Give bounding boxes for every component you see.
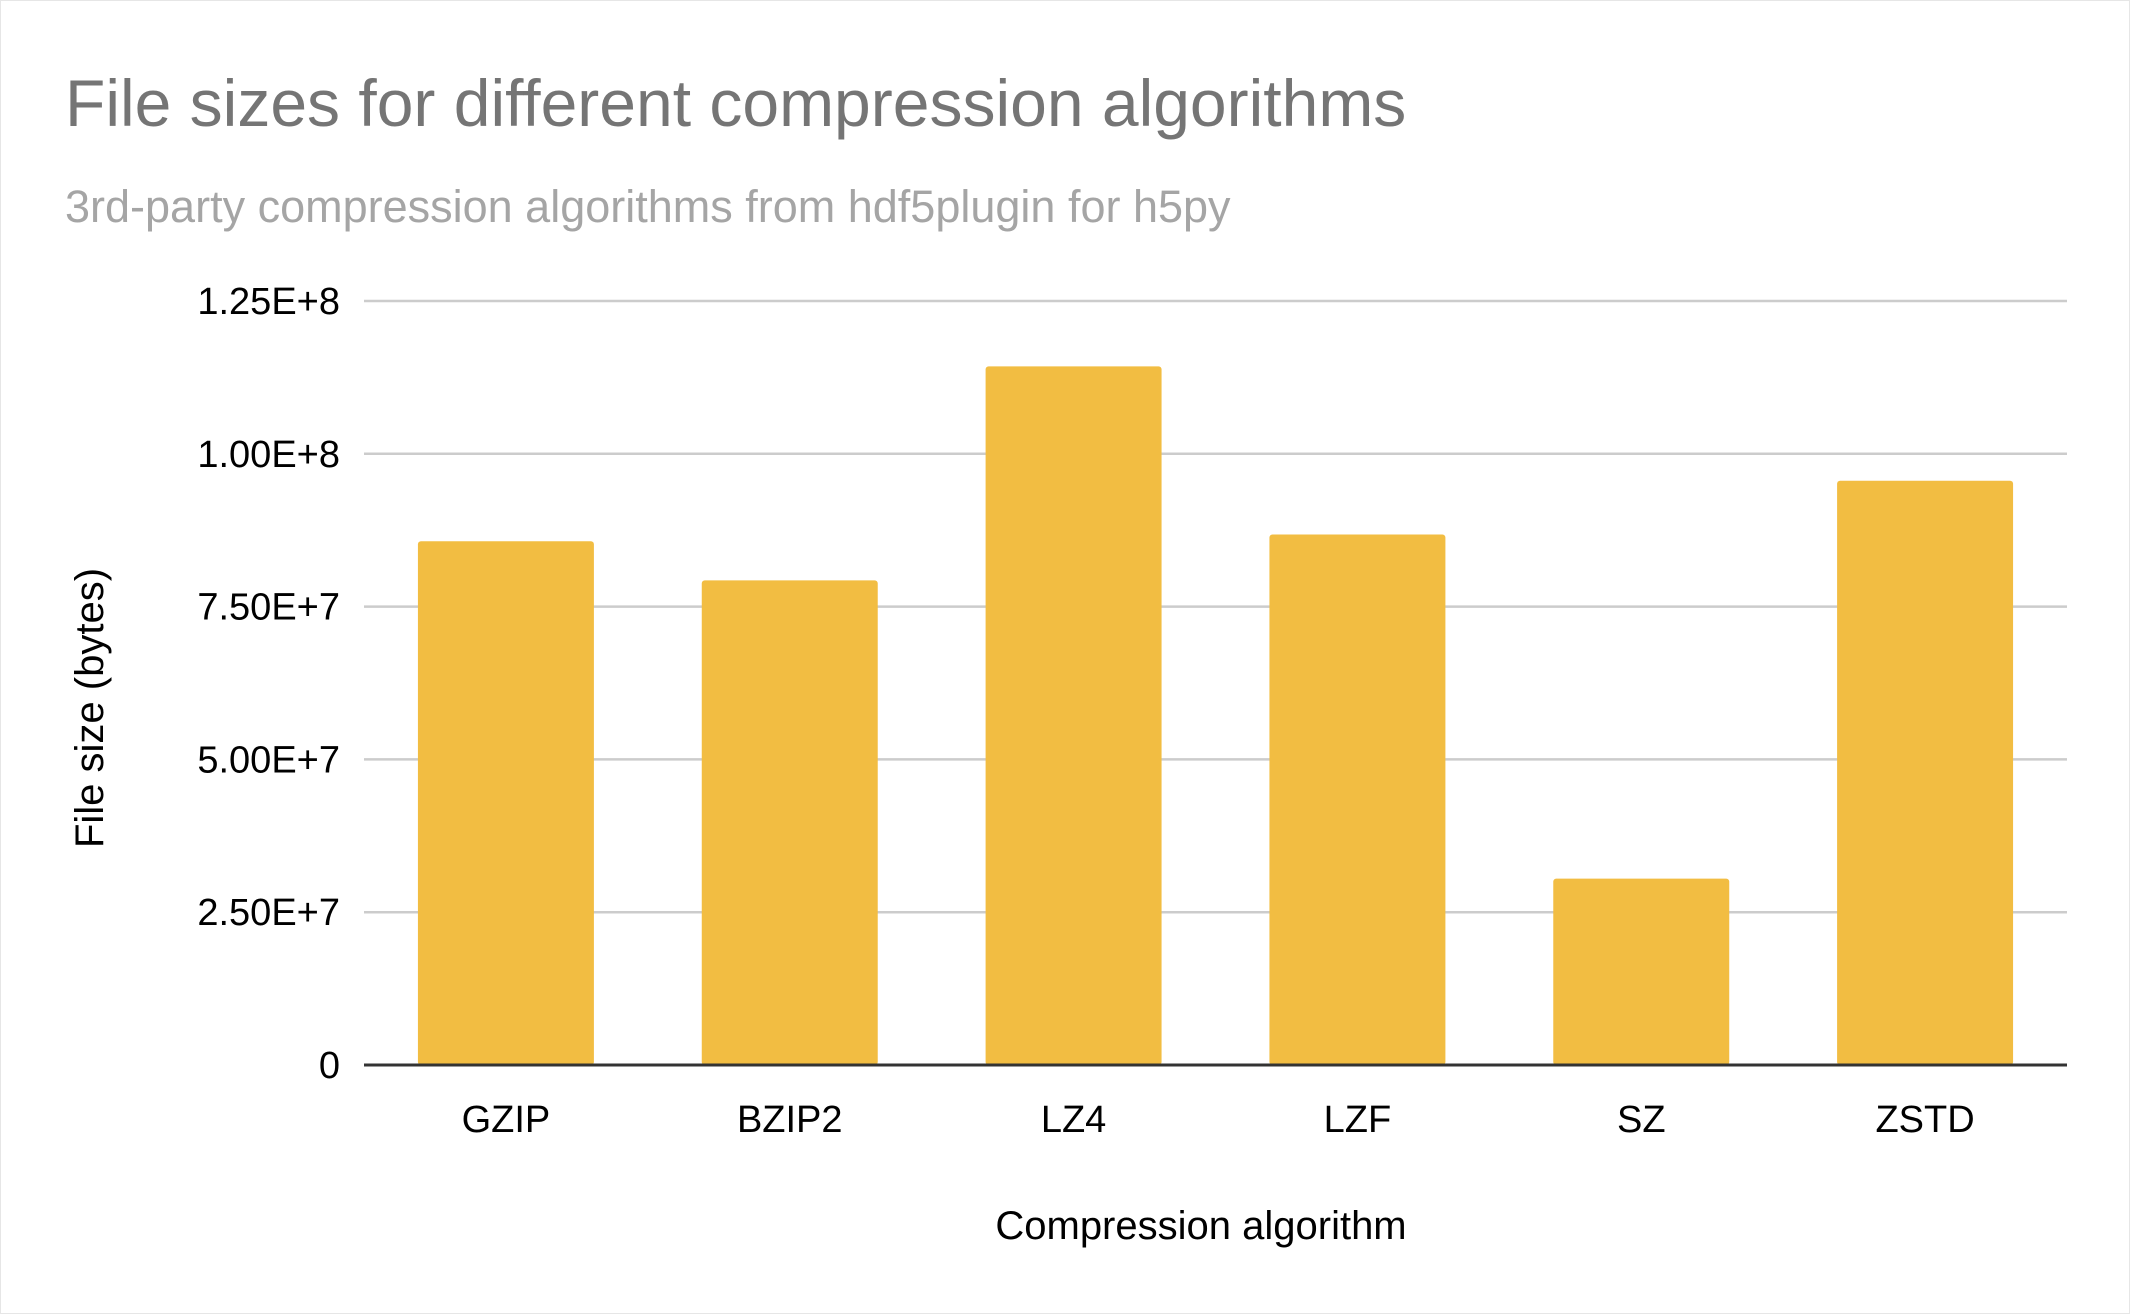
y-tick-label: 7.50E+7 [197,587,340,629]
bar-gzip [417,541,594,1065]
y-tick-label: 1.25E+8 [197,281,340,323]
bar-lz4 [985,366,1162,1065]
y-axis-label: File size (bytes) [68,568,112,848]
x-axis-label: Compression algorithm [995,1204,1406,1248]
bar-lzf [1269,534,1446,1065]
x-tick-label: LZ4 [1041,1099,1106,1141]
y-tick-label: 0 [319,1045,340,1087]
x-tick-labels: GZIP BZIP2 LZ4 LZF SZ ZSTD [462,1099,1975,1141]
chart-subtitle: 3rd-party compression algorithms from hd… [65,181,1231,232]
x-tick-label: LZF [1324,1099,1392,1141]
bar-sz [1553,878,1730,1065]
gridlines [364,299,2067,914]
chart-title: File sizes for different compression alg… [65,66,1407,140]
x-tick-label: BZIP2 [737,1099,843,1141]
bar-zstd [1837,480,2014,1065]
bar-bzip2 [701,580,878,1065]
x-tick-label: SZ [1617,1099,1666,1141]
x-tick-label: GZIP [462,1099,551,1141]
bars [417,366,2014,1065]
y-tick-labels: 0 2.50E+7 5.00E+7 7.50E+7 1.00E+8 1.25E+8 [197,281,340,1087]
x-tick-label: ZSTD [1875,1099,1974,1141]
y-tick-label: 5.00E+7 [197,739,340,781]
y-tick-label: 1.00E+8 [197,434,340,476]
y-tick-label: 2.50E+7 [197,892,340,934]
